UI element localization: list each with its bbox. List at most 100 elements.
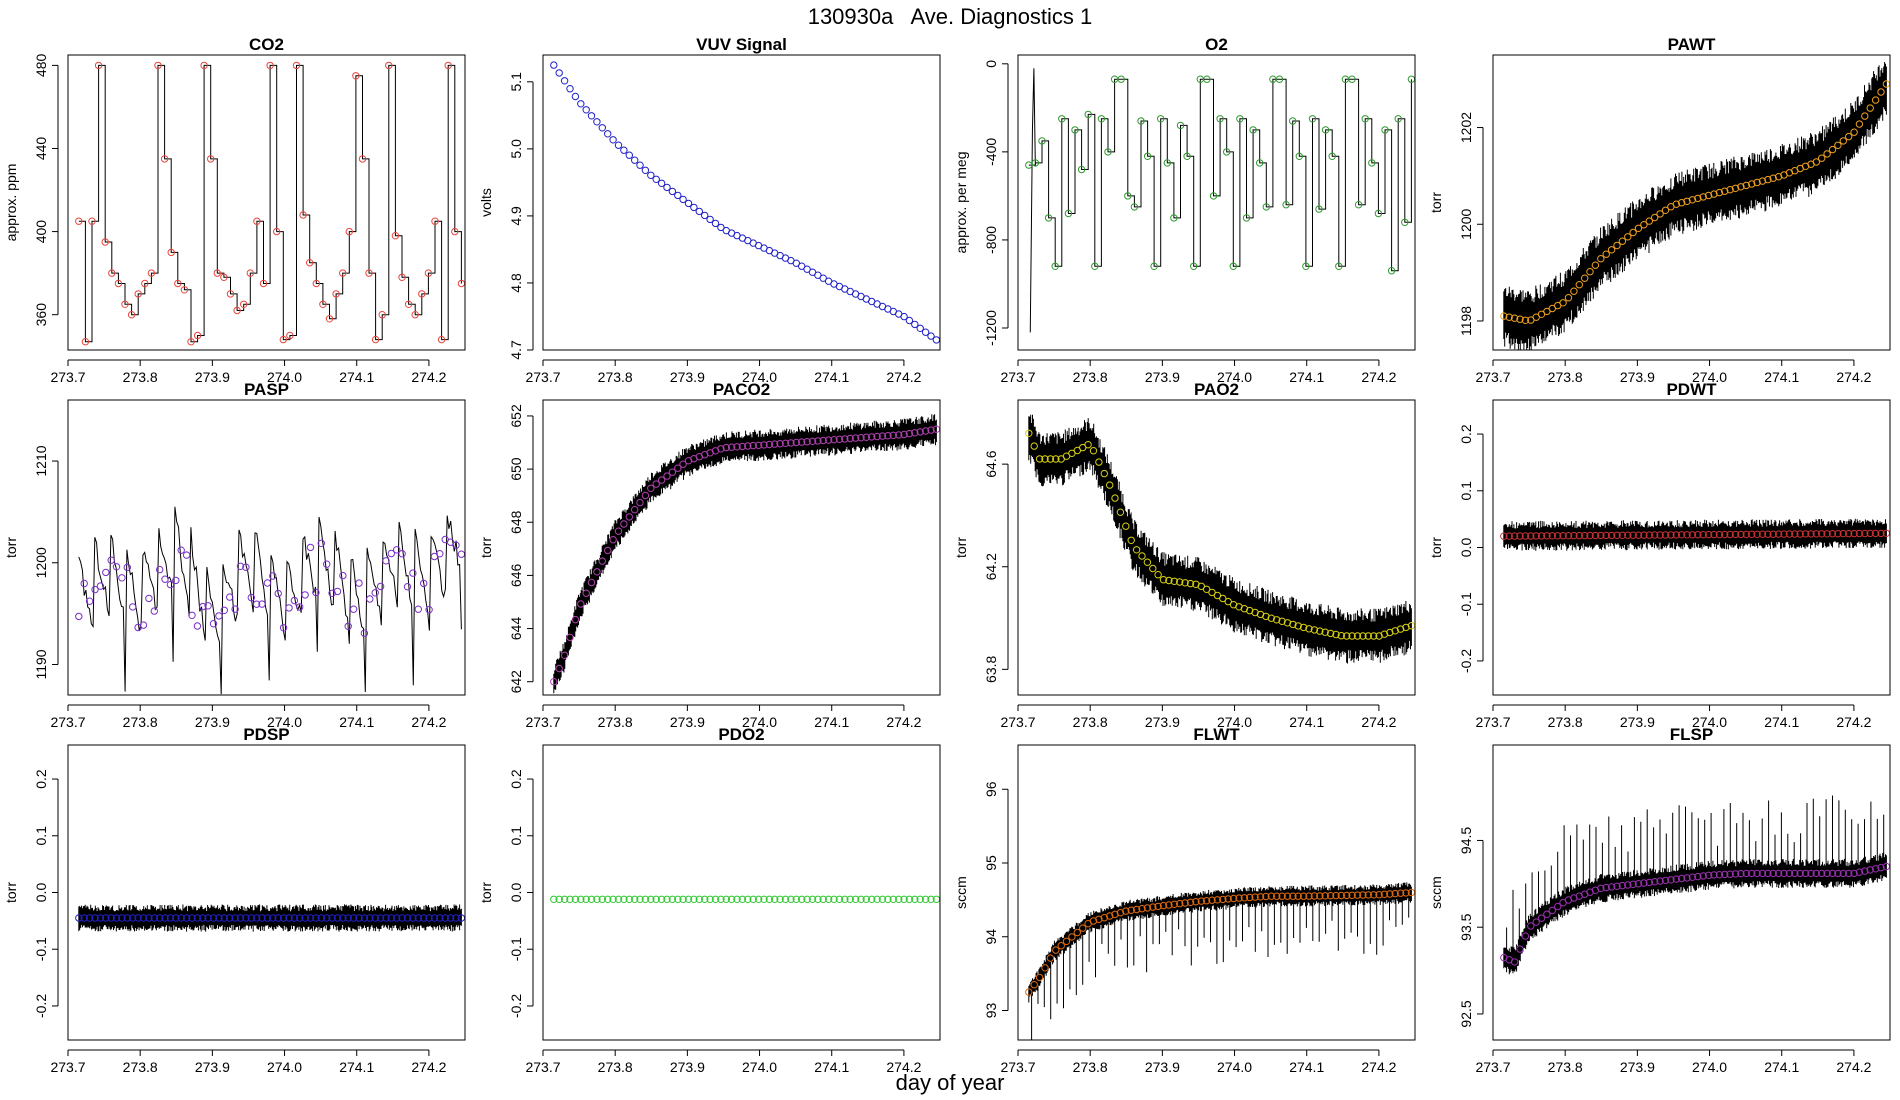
pdsp-point [306,914,315,922]
pawt-point [1850,128,1858,136]
pdsp-point [220,914,229,922]
vuv-point [657,179,666,188]
co2-point [101,238,109,246]
pdwt-ytick-label: 0.1 [1458,481,1474,501]
pdsp-point [366,914,374,922]
flwt-point [1246,893,1254,902]
flsp-point [1769,869,1777,878]
pdwt-point [1877,529,1885,538]
flwt-point [1079,924,1087,932]
co2-xtick-label: 274.0 [267,369,302,385]
pawt-point [1607,246,1616,254]
flwt-point [1057,942,1065,950]
o2-point [1321,126,1330,134]
pdwt-point [1845,529,1853,538]
pdwt-point [1505,532,1513,540]
pasp-point [317,539,325,548]
vuv-point [905,316,914,325]
flwt-point [1192,898,1200,906]
pdsp-point [139,914,148,922]
o2-point [1401,218,1409,227]
pao2-point [1321,628,1329,636]
o2-point [1315,205,1323,213]
pdsp-point [430,914,439,922]
paco2-ytick-label: 648 [508,510,524,534]
pdwt-xtick-label: 273.7 [1475,714,1510,730]
panel-paco2: PACO2 torr 273.7 273.8 273.9 274.0 274.1 274.2 6… [475,380,950,733]
pasp-point [376,582,385,591]
pasp-point [188,611,196,620]
paco2-point [857,434,865,442]
flsp-point [1742,869,1750,878]
pasp-point [118,574,126,582]
pdsp-point [80,914,88,922]
vuv-point [641,166,650,175]
pao2-point [1181,579,1189,587]
pdwt-point [1634,531,1643,539]
vuv-point [598,124,607,132]
pawt-point [1505,313,1513,321]
pdo2-point [889,895,897,904]
pdsp-point [123,914,132,922]
pdwt-point [1645,531,1654,539]
flwt-xtick-label: 274.0 [1217,1059,1252,1075]
flsp-point [1866,866,1874,874]
flsp-point [1527,922,1535,930]
pdwt-point [1823,530,1831,538]
pdwt-point [1667,531,1675,539]
co2-ytick-label: 360 [33,303,49,327]
pawt-ytick-label: 1202 [1458,112,1474,143]
co2-point [404,300,413,308]
paco2-point [550,678,558,686]
pasp-point [323,560,331,568]
co2-xtick-label: 274.2 [411,369,446,385]
vuv-point [690,203,698,212]
pawt-point [1564,294,1573,302]
pdsp-point [446,914,455,922]
co2-point [167,248,175,257]
pawt-chart: PAWT torr 273.7 273.8 273.9 274.0 274.1 274.2 11… [1428,35,1891,385]
o2-xtick-label: 273.8 [1073,369,1108,385]
pdwt-xtick-label: 274.0 [1692,714,1727,730]
pdsp-xtick-label: 273.7 [50,1059,85,1075]
co2-xtick-label: 273.7 [50,369,85,385]
flwt-point [1030,981,1038,989]
pdwt-point [1726,530,1734,539]
vuv-point [566,85,574,93]
flwt-point [1202,897,1211,905]
flwt-point [1046,954,1055,962]
o2-point [1071,126,1079,134]
pdwt-frame [1492,399,1891,696]
pdwt-point [1527,532,1535,540]
pdwt-point [1801,530,1810,538]
vuv-ytick-label: 5.1 [508,72,524,92]
paco2-xtick-label: 274.2 [886,714,921,730]
pasp-point [436,550,444,558]
pasp-point [387,549,395,558]
pdsp-point [360,914,369,922]
paco2-point [819,436,827,445]
pdsp-point [199,914,207,922]
pao2-point [1159,576,1168,584]
pdwt-point [1677,531,1686,539]
flsp-point [1737,869,1745,878]
pdsp-point [102,914,110,922]
pawt-point [1839,137,1847,145]
co2-frame [67,54,466,351]
flsp-point [1613,882,1621,891]
o2-point [1223,148,1231,156]
pdo2-point [717,895,725,904]
panel-pao2: PAO2 torr 273.7 273.8 273.9 274.0 274.1 274.2 63… [950,380,1425,733]
pdsp-point [91,914,99,922]
pdsp-point [258,914,266,922]
pdwt-point [1548,532,1557,540]
pdwt-point [1629,531,1637,539]
pdsp-point [371,914,379,922]
pasp-point [398,550,406,558]
pdsp-point [382,914,390,922]
flwt-point [1299,892,1308,900]
flwt-point [1062,937,1071,946]
vuv-xtick-label: 273.9 [670,369,705,385]
co2-point [273,227,281,236]
flsp-point [1597,884,1605,893]
